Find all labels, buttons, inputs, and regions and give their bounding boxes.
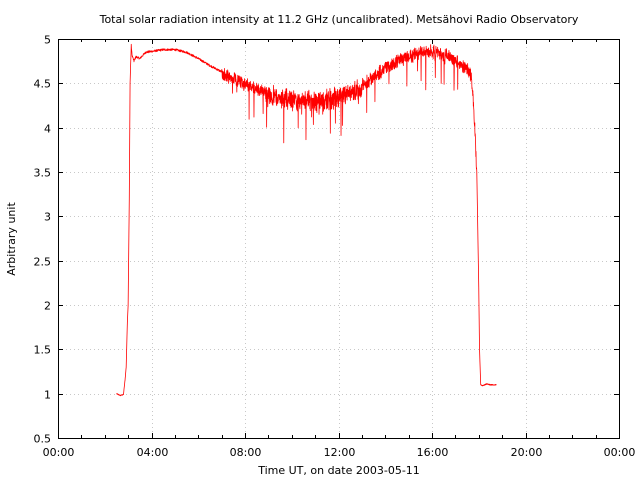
y-tick-label: 4.5 (34, 78, 52, 91)
x-tick-label: 20:00 (511, 446, 543, 459)
y-tick-label: 2.5 (34, 256, 52, 269)
y-tick-label: 2 (44, 300, 51, 313)
y-tick-label: 3.5 (34, 167, 52, 180)
y-tick-label: 1.5 (34, 344, 52, 357)
series-layer (116, 43, 497, 397)
plot-frame (58, 39, 620, 439)
y-tick-label: 3 (44, 211, 51, 224)
x-tick-label: 16:00 (417, 446, 449, 459)
y-tick-label: 1 (44, 389, 51, 402)
y-axis-label: Arbitrary unit (5, 202, 18, 276)
grid (58, 39, 619, 438)
x-axis-label: Time UT, on date 2003-05-11 (257, 464, 420, 477)
series-line-0 (116, 43, 497, 397)
y-tick-label: 4 (44, 123, 51, 136)
x-tick-label: 04:00 (137, 446, 169, 459)
x-tick-label: 12:00 (324, 446, 356, 459)
tick-labels: 00:00 04:00 08:00 12:00 16:00 20:00 00:000.511… (34, 34, 636, 460)
x-tick-label: 00:00 (43, 446, 75, 459)
y-tick-label: 0.5 (34, 433, 52, 446)
x-tick-label: 00:00 (604, 446, 636, 459)
y-tick-label: 5 (44, 34, 51, 47)
chart-title: Total solar radiation intensity at 11.2 … (99, 13, 579, 26)
x-tick-label: 08:00 (230, 446, 262, 459)
